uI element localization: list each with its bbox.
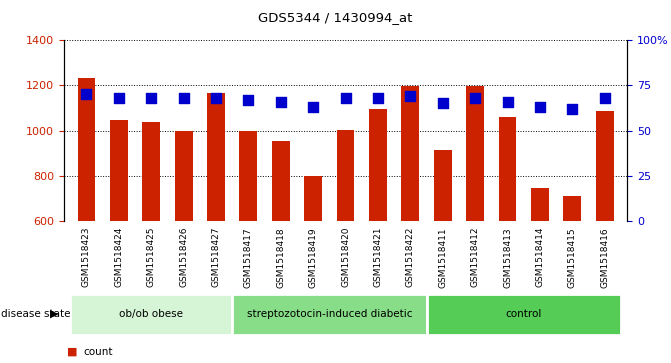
Bar bbox=[304, 176, 322, 221]
Point bbox=[243, 97, 254, 103]
Bar bbox=[466, 86, 484, 221]
Text: GSM1518425: GSM1518425 bbox=[147, 227, 156, 287]
Point bbox=[113, 95, 124, 101]
Bar bbox=[272, 141, 290, 221]
Text: GSM1518422: GSM1518422 bbox=[406, 227, 415, 287]
Text: ▶: ▶ bbox=[50, 309, 58, 319]
Text: GSM1518413: GSM1518413 bbox=[503, 227, 512, 287]
Point bbox=[81, 91, 92, 97]
Text: ■: ■ bbox=[67, 347, 78, 357]
Point bbox=[146, 95, 156, 101]
Text: count: count bbox=[84, 347, 113, 357]
Text: GSM1518420: GSM1518420 bbox=[341, 227, 350, 287]
FancyBboxPatch shape bbox=[70, 294, 232, 335]
Text: GSM1518427: GSM1518427 bbox=[211, 227, 221, 287]
Bar bbox=[369, 109, 387, 221]
Bar bbox=[434, 150, 452, 221]
Text: control: control bbox=[505, 309, 542, 319]
Point bbox=[502, 99, 513, 105]
Bar bbox=[174, 131, 193, 221]
Bar bbox=[240, 131, 257, 221]
Text: GSM1518417: GSM1518417 bbox=[244, 227, 253, 287]
Point bbox=[372, 95, 383, 101]
Point bbox=[599, 95, 610, 101]
Text: ob/ob obese: ob/ob obese bbox=[119, 309, 183, 319]
Text: GSM1518419: GSM1518419 bbox=[309, 227, 317, 287]
Text: GSM1518421: GSM1518421 bbox=[374, 227, 382, 287]
Point bbox=[405, 93, 416, 99]
Text: GSM1518418: GSM1518418 bbox=[276, 227, 285, 287]
Point bbox=[340, 95, 351, 101]
Text: disease state: disease state bbox=[1, 309, 71, 319]
Bar bbox=[401, 86, 419, 221]
Point bbox=[567, 106, 578, 112]
Point bbox=[178, 95, 189, 101]
Text: GSM1518415: GSM1518415 bbox=[568, 227, 577, 287]
FancyBboxPatch shape bbox=[427, 294, 621, 335]
Point bbox=[535, 104, 546, 110]
Text: GSM1518414: GSM1518414 bbox=[535, 227, 544, 287]
Text: GSM1518411: GSM1518411 bbox=[438, 227, 448, 287]
Text: streptozotocin-induced diabetic: streptozotocin-induced diabetic bbox=[247, 309, 412, 319]
Bar bbox=[78, 78, 95, 221]
Text: GSM1518416: GSM1518416 bbox=[601, 227, 609, 287]
Text: GSM1518412: GSM1518412 bbox=[470, 227, 480, 287]
Text: GDS5344 / 1430994_at: GDS5344 / 1430994_at bbox=[258, 11, 413, 24]
Bar bbox=[337, 130, 354, 221]
Bar bbox=[564, 196, 581, 221]
Bar bbox=[596, 111, 613, 221]
Bar bbox=[110, 121, 127, 221]
Bar bbox=[142, 122, 160, 221]
Point bbox=[470, 95, 480, 101]
Point bbox=[211, 95, 221, 101]
Text: GSM1518426: GSM1518426 bbox=[179, 227, 188, 287]
Bar bbox=[207, 93, 225, 221]
Bar bbox=[499, 117, 517, 221]
Point bbox=[437, 101, 448, 106]
Bar bbox=[531, 188, 549, 221]
Text: GSM1518423: GSM1518423 bbox=[82, 227, 91, 287]
Text: GSM1518424: GSM1518424 bbox=[114, 227, 123, 287]
Point bbox=[308, 104, 319, 110]
FancyBboxPatch shape bbox=[232, 294, 427, 335]
Point bbox=[275, 99, 286, 105]
